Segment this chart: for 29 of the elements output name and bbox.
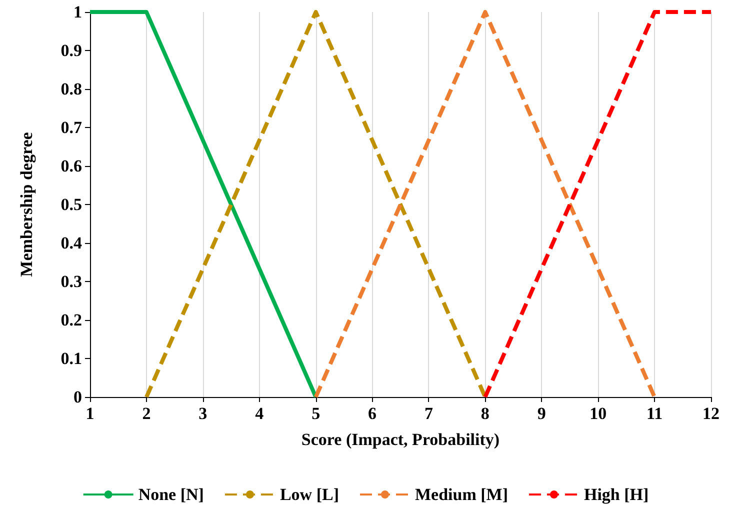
y-axis-title: Membership degree — [17, 132, 36, 277]
y-tick-label: 0 — [74, 388, 82, 406]
y-tick-label: 0.6 — [60, 156, 82, 176]
x-tick-label: 11 — [646, 404, 663, 423]
y-tick-label: 0.8 — [60, 80, 82, 98]
x-tick-label: 4 — [255, 404, 264, 423]
x-tick-label: 5 — [312, 404, 320, 423]
y-tick-label: 0.1 — [60, 349, 82, 368]
y-tick-label: 0.9 — [60, 41, 82, 60]
legend-label: Medium [M] — [414, 485, 508, 504]
legend-label: Low [L] — [280, 485, 339, 504]
x-tick-label: 7 — [424, 404, 434, 423]
y-tick-label: 0.5 — [60, 195, 82, 214]
x-tick-label: 10 — [590, 404, 607, 423]
legend-label: None [N] — [138, 485, 204, 504]
y-tick-label: 0.7 — [60, 118, 82, 137]
x-tick-label: 9 — [537, 404, 546, 423]
x-axis-title: Score (Impact, Probability) — [301, 430, 500, 449]
x-tick-label: 12 — [702, 404, 720, 423]
x-tick-label: 3 — [198, 404, 208, 423]
x-tick-label: 6 — [368, 404, 377, 423]
x-tick-label: 1 — [86, 404, 94, 423]
y-tick-label: 0.4 — [60, 234, 82, 252]
x-tick-label: 8 — [480, 404, 490, 423]
legend-label: High [H] — [584, 485, 649, 504]
y-tick-label: 0.3 — [60, 272, 82, 291]
y-tick-label: 0.2 — [60, 310, 82, 330]
x-tick-label: 2 — [142, 404, 151, 423]
y-tick-label: 1 — [74, 2, 82, 22]
